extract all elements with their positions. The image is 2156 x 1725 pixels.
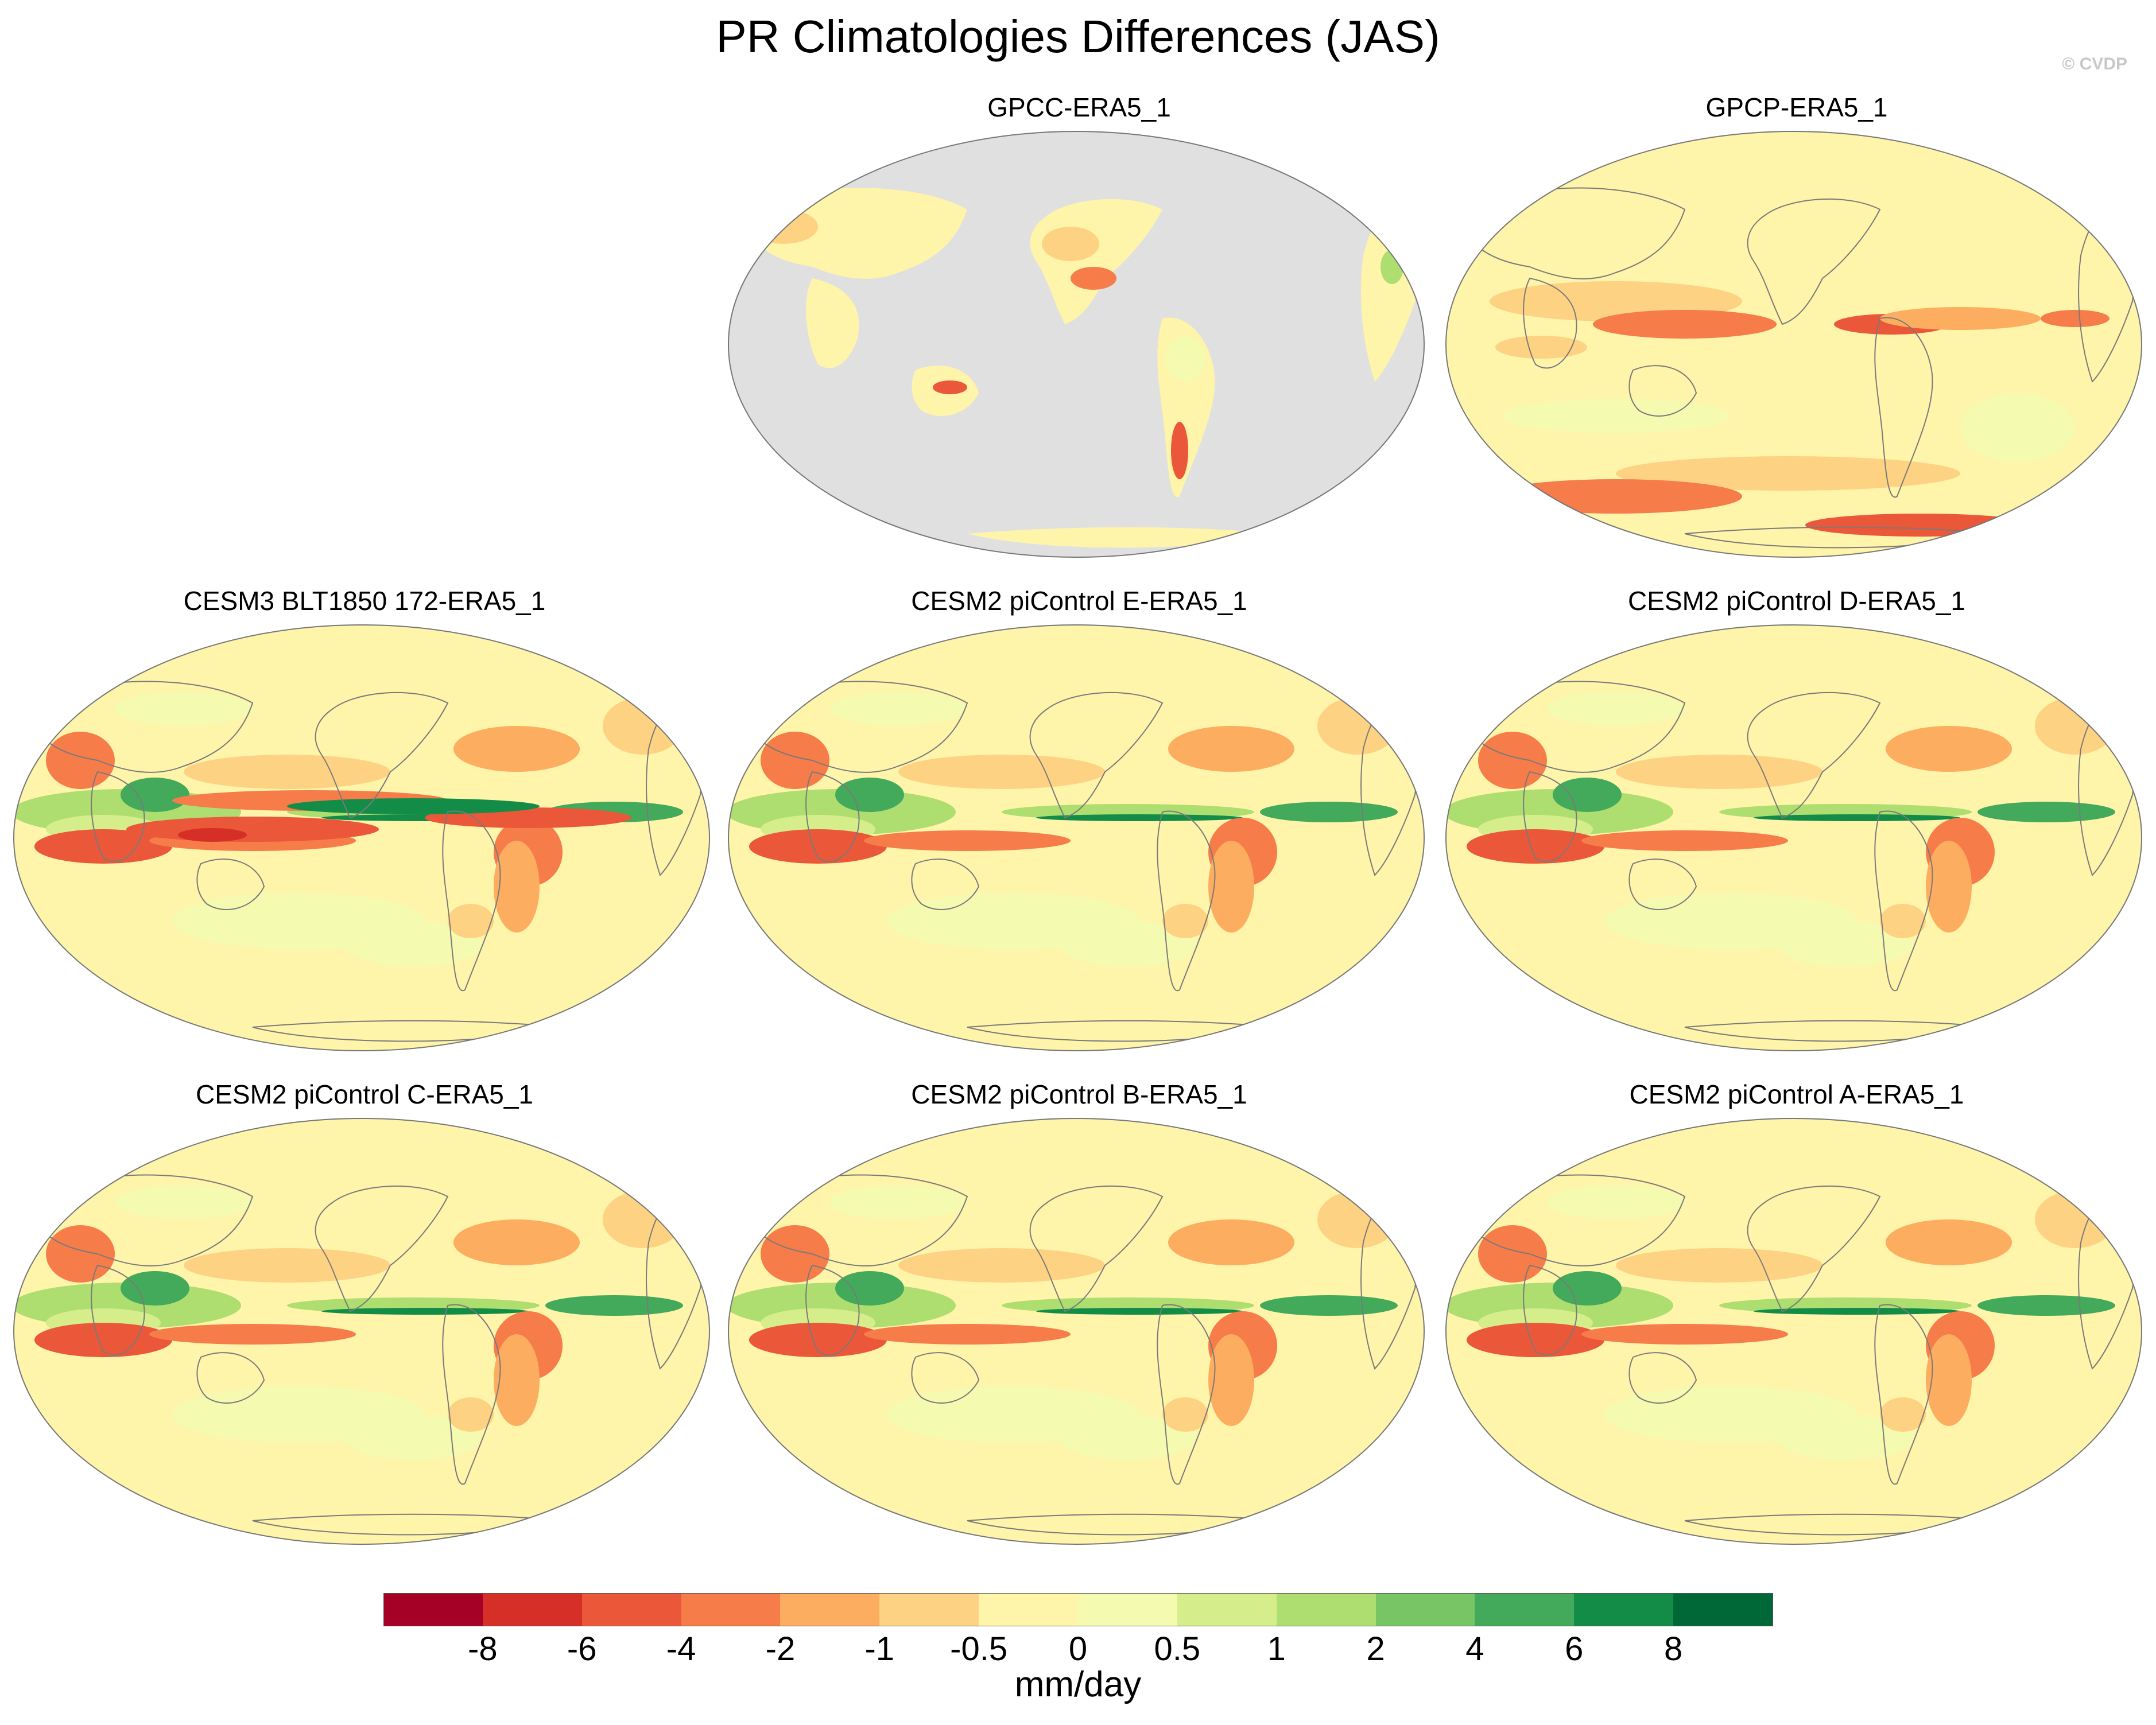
panel-title: GPCC-ERA5_1 [987, 92, 1171, 122]
world-map [1445, 131, 2142, 558]
colorbar-tick-label: 6 [1565, 1630, 1584, 1668]
panel-title: CESM2 piControl C-ERA5_1 [195, 1079, 533, 1109]
colorbar-swatch [879, 1593, 980, 1626]
colorbar [383, 1593, 1773, 1626]
colorbar-tick-label: 1 [1267, 1630, 1286, 1668]
world-map [728, 1118, 1425, 1545]
colorbar-swatch [979, 1593, 1079, 1626]
colorbar-tick-label: 4 [1465, 1630, 1484, 1668]
colorbar-tick-label: -1 [864, 1630, 895, 1668]
panel-title: CESM2 piControl A-ERA5_1 [1629, 1079, 1964, 1109]
colorbar-swatch [482, 1593, 583, 1626]
colorbar-frame [383, 1593, 1773, 1626]
map-panel: CESM2 piControl E-ERA5_1 [726, 585, 1432, 1051]
colorbar-swatch [681, 1593, 781, 1626]
map-panel: CESM2 piControl D-ERA5_1 [1444, 585, 2150, 1051]
world-map [13, 1118, 710, 1545]
colorbar-tick-label: -0.5 [950, 1630, 1008, 1668]
panel-title: CESM2 piControl B-ERA5_1 [911, 1079, 1247, 1109]
map-panel: GPCC-ERA5_1 [726, 92, 1432, 558]
colorbar-swatch [1177, 1593, 1277, 1626]
world-map [1445, 1118, 2142, 1545]
colorbar-tick-label: -6 [567, 1630, 597, 1668]
credit-label: © CVDP [2062, 55, 2127, 73]
map-panel: CESM2 piControl A-ERA5_1 [1444, 1079, 2150, 1545]
world-map [728, 624, 1425, 1051]
colorbar-swatch [1574, 1593, 1674, 1626]
colorbar-swatch [1375, 1593, 1476, 1626]
colorbar-tick-label: -4 [666, 1630, 696, 1668]
colorbar-swatch [383, 1593, 483, 1626]
colorbar-swatch [780, 1593, 881, 1626]
colorbar-tick-label: 0 [1068, 1630, 1088, 1668]
colorbar-tick-label: -8 [468, 1630, 498, 1668]
colorbar-swatch [581, 1593, 682, 1626]
panel-title: CESM3 BLT1850 172-ERA5_1 [183, 586, 546, 616]
colorbar-swatch [1673, 1593, 1773, 1626]
world-map [13, 624, 710, 1051]
world-map [728, 131, 1425, 558]
colorbar-swatch [1078, 1593, 1178, 1626]
colorbar-tick-label: 8 [1664, 1630, 1683, 1668]
panel-title: CESM2 piControl D-ERA5_1 [1627, 586, 1965, 616]
panel-title: CESM2 piControl E-ERA5_1 [911, 586, 1247, 616]
world-map [1445, 624, 2142, 1051]
map-panel: CESM2 piControl C-ERA5_1 [11, 1079, 718, 1545]
map-panel: CESM2 piControl B-ERA5_1 [726, 1079, 1432, 1545]
map-panel: CESM3 BLT1850 172-ERA5_1 [11, 585, 718, 1051]
panel-title: GPCP-ERA5_1 [1705, 92, 1888, 122]
colorbar-tick-label: 2 [1366, 1630, 1385, 1668]
colorbar-swatch [1276, 1593, 1376, 1626]
colorbar-tick-label: 0.5 [1154, 1630, 1201, 1668]
colorbar-units: mm/day [1014, 1665, 1142, 1704]
map-panel: GPCP-ERA5_1 [1444, 92, 2150, 558]
figure-title: PR Climatologies Differences (JAS) [716, 11, 1440, 62]
colorbar-swatch [1475, 1593, 1575, 1626]
colorbar-tick-label: -2 [765, 1630, 796, 1668]
